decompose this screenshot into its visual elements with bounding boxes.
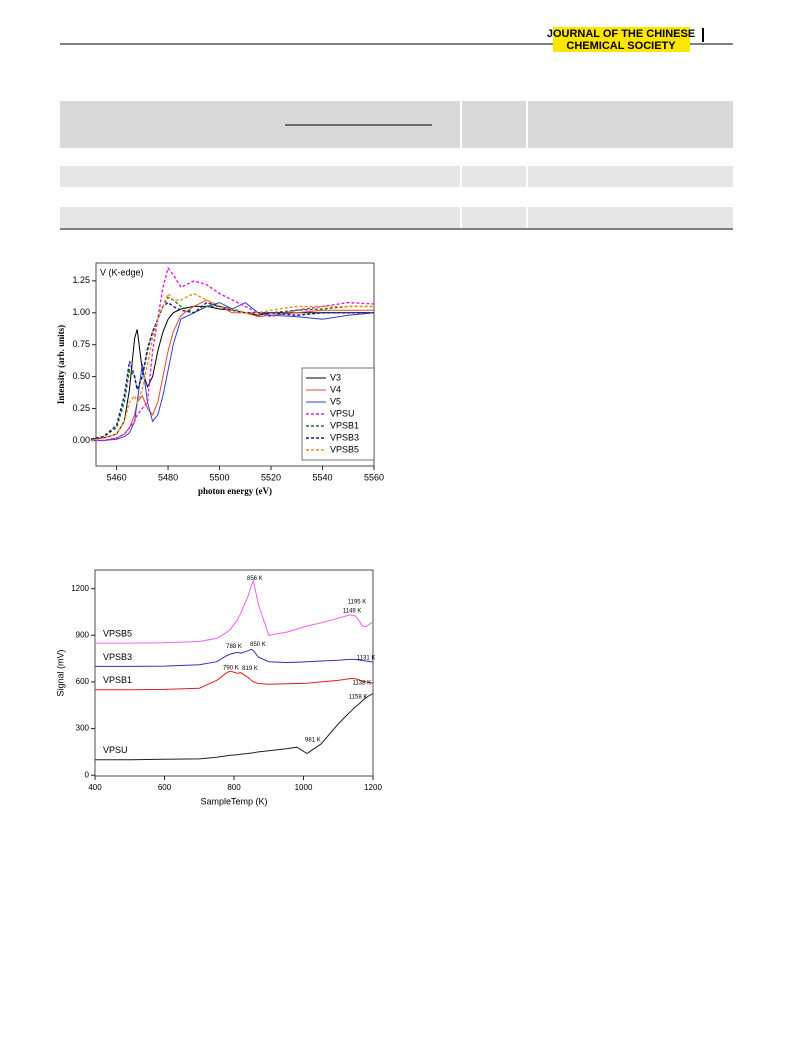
series-line [95, 693, 374, 761]
annotation: 1149 K [343, 608, 362, 614]
series-label: VPSB5 [103, 628, 132, 638]
y-tick-label: 1.00 [72, 307, 90, 317]
journal-name: JOURNAL OF THE CHINESE [547, 28, 695, 40]
y-tick-label: 1200 [71, 584, 89, 593]
chart: 400 600 800 1000 1200 0 300 600 900 1200 SampleTem… [55, 569, 382, 806]
x-axis-label: photon energy (eV) [198, 486, 272, 496]
annotation: 1158 K [349, 695, 368, 701]
journal-badge [553, 27, 690, 52]
annotation: V (K-edge) [100, 267, 144, 277]
y-tick-label: 0 [85, 770, 90, 779]
x-tick-label: 1000 [295, 783, 313, 792]
series-line [90, 302, 375, 441]
legend-label: VPSB3 [330, 432, 359, 442]
annotation: 850 K [250, 642, 266, 648]
x-tick-label: 1200 [364, 783, 382, 792]
series-line [90, 301, 374, 440]
y-tick-label: 0.25 [72, 403, 90, 413]
journal-name: CHEMICAL SOCIETY [566, 40, 676, 52]
legend-label: VPSU [330, 408, 355, 418]
annotation: 1138 K [353, 680, 372, 686]
y-tick-label: 0.50 [72, 371, 90, 381]
table-row [60, 166, 733, 187]
legend-label: VPSB1 [330, 420, 359, 430]
annotation: 788 K [226, 644, 242, 650]
plot-frame [95, 262, 375, 467]
plot-frame [94, 569, 374, 777]
annotation: 1195 K [348, 599, 367, 605]
series-line [90, 266, 375, 442]
legend-label: VPSB5 [330, 444, 359, 454]
series-label: VPSB3 [103, 652, 132, 662]
annotation: 981 K [305, 738, 321, 744]
y-tick-label: 300 [76, 724, 90, 733]
x-tick-label: 600 [158, 783, 172, 792]
x-axis-label: SampleTemp (K) [200, 796, 267, 806]
legend-label: V4 [330, 384, 341, 394]
series-line [95, 648, 374, 667]
series-label: VPSU [103, 745, 128, 755]
y-tick-label: 600 [76, 677, 90, 686]
y-tick-label: 900 [76, 630, 90, 639]
series-line [90, 292, 374, 442]
x-tick-label: 5460 [107, 472, 127, 482]
chart: 5460 5480 5500 5520 5540 5560 0.00 0.25 0.50 0.75… [56, 262, 384, 496]
y-tick-label: 0.00 [72, 435, 90, 445]
x-tick-label: 5500 [210, 472, 230, 482]
legend-label: V3 [330, 372, 341, 382]
x-tick-label: 800 [227, 783, 241, 792]
annotation: 1131 K [357, 655, 376, 661]
x-tick-label: 5480 [158, 472, 178, 482]
series-label: VPSB1 [103, 675, 132, 685]
table [60, 101, 733, 230]
y-tick-label: 0.75 [72, 339, 90, 349]
y-axis-label: Intensity (arb. units) [56, 325, 66, 404]
annotation: 790 K [223, 666, 239, 672]
x-tick-label: 5520 [261, 472, 281, 482]
annotation: 819 K [242, 666, 258, 672]
x-tick-label: 400 [88, 783, 102, 792]
legend-label: V5 [330, 396, 341, 406]
x-tick-label: 5560 [364, 472, 384, 482]
table-row [60, 207, 733, 228]
y-axis-label: Signal (mV) [55, 649, 65, 696]
y-tick-label: 1.25 [72, 275, 90, 285]
series-line [95, 579, 373, 644]
series-line [95, 670, 374, 691]
x-tick-label: 5540 [313, 472, 333, 482]
annotation: 856 K [247, 576, 263, 582]
